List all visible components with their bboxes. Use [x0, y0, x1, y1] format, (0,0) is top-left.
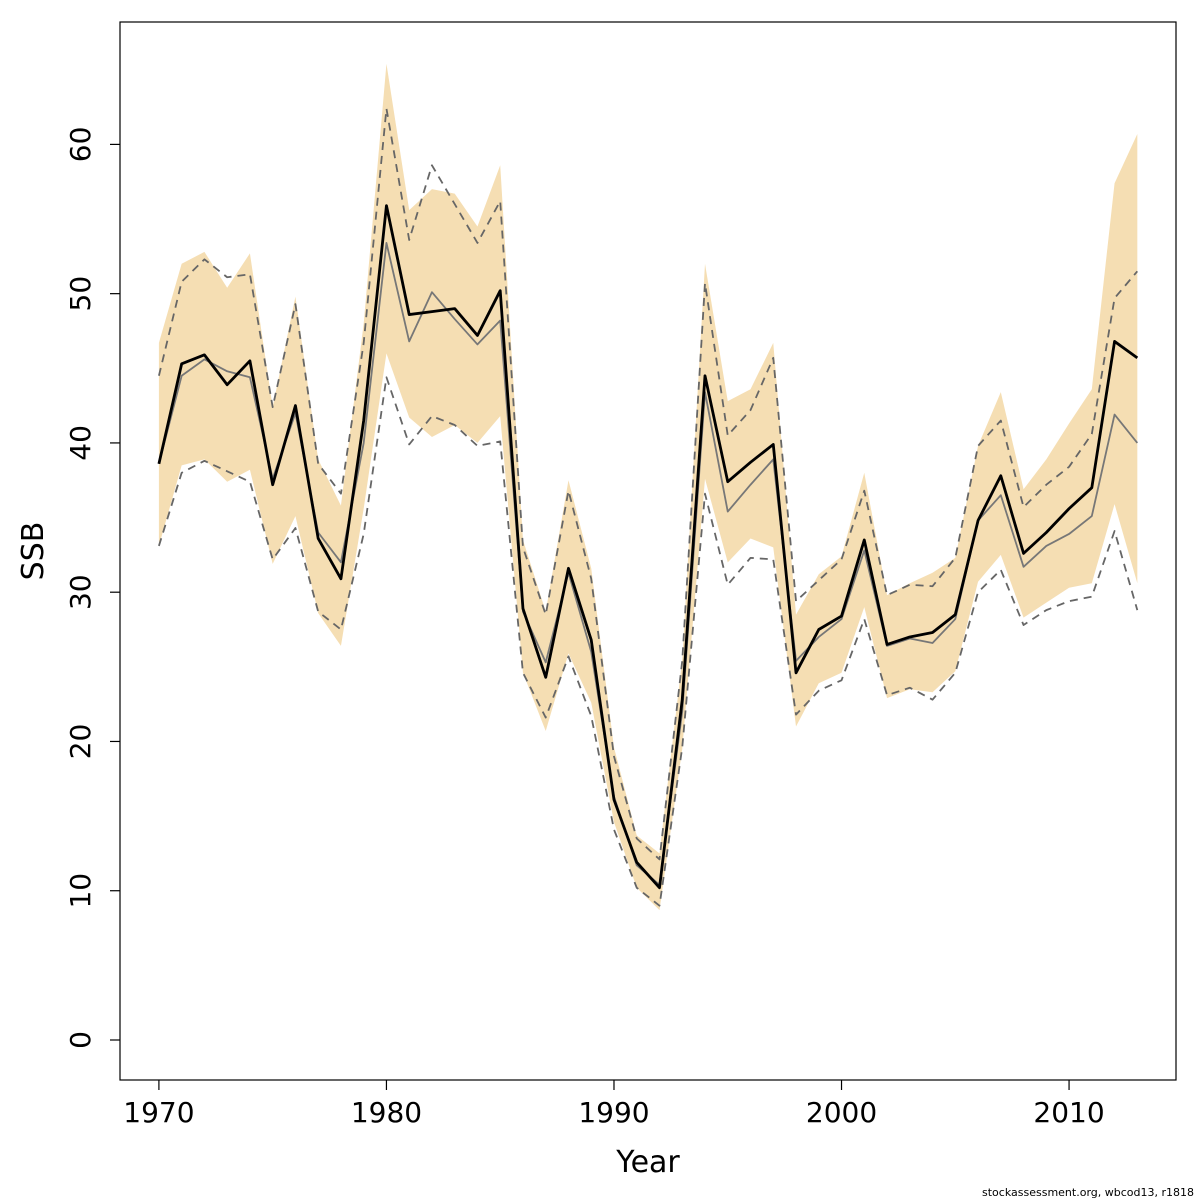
y-tick-label: 20: [64, 724, 97, 760]
y-tick-label: 0: [64, 1031, 97, 1049]
y-tick-label: 50: [64, 276, 97, 312]
line: [158, 376, 1139, 907]
footnote: stockassessment.org, wbcod13, r1818: [982, 1186, 1194, 1199]
x-tick-label: 2010: [1033, 1096, 1104, 1129]
y-axis-label: SSB: [16, 522, 51, 581]
plot-frame: [119, 21, 1177, 1081]
y-tick-label: 10: [64, 873, 97, 909]
y-tick-label: 40: [64, 425, 97, 461]
confidence-band: [158, 63, 1138, 911]
x-tick-label: 1980: [351, 1096, 422, 1129]
x-tick-label: 2000: [806, 1096, 877, 1129]
line: [157, 204, 1139, 890]
x-tick-label: 1990: [578, 1096, 649, 1129]
line: [158, 107, 1139, 861]
y-tick-label: 30: [64, 574, 97, 610]
x-axis-label: Year: [615, 1145, 680, 1180]
y-tick-label: 60: [64, 127, 97, 163]
x-tick-label: 1970: [123, 1096, 194, 1129]
